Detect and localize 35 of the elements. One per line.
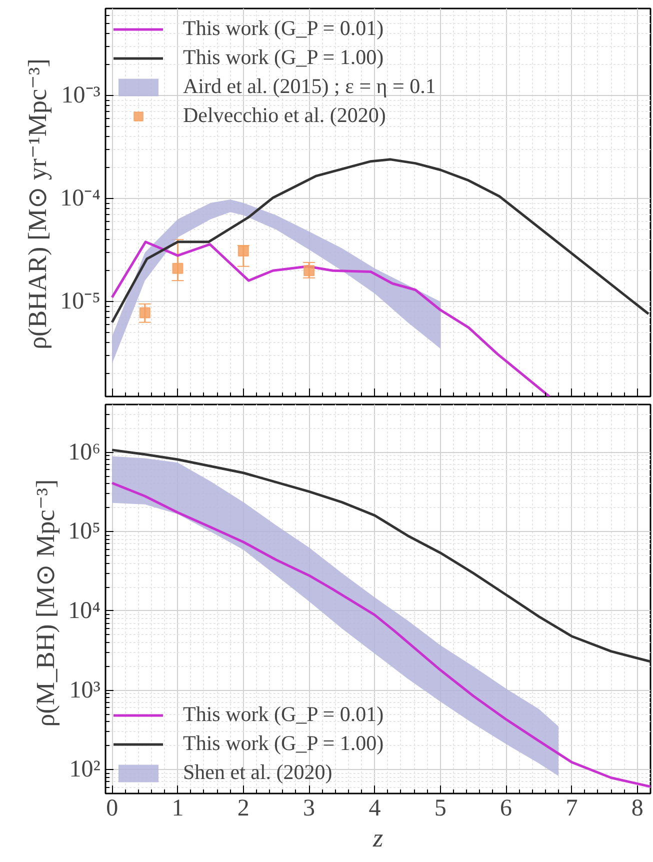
legend-label: This work (G_P = 1.00) xyxy=(183,731,384,756)
y-tick-label: 10⁴ xyxy=(68,598,101,624)
line-series xyxy=(110,240,551,396)
y-axis-title: ρ(BHAR) [M⊙ yr⁻¹Mpc⁻³] xyxy=(23,58,52,350)
y-tick-label: 10³ xyxy=(69,677,101,704)
x-tick-label: 7 xyxy=(566,796,578,822)
x-tick-label: 1 xyxy=(172,796,184,822)
x-tick-label: 0 xyxy=(106,796,118,822)
point xyxy=(172,262,184,274)
legend-label: Delvecchio et al. (2020) xyxy=(183,103,386,128)
x-tick-label: 4 xyxy=(368,796,381,822)
x-tick-label: 3 xyxy=(303,796,316,822)
line-series xyxy=(110,448,650,663)
y-tick-label: 10⁻⁵ xyxy=(60,288,101,315)
y-tick-label: 10⁶ xyxy=(68,439,101,466)
line-series xyxy=(110,158,650,324)
point xyxy=(139,307,150,318)
point xyxy=(238,246,249,257)
legend-label: This work (G_P = 1.00) xyxy=(183,45,384,70)
legend-label: Aird et al. (2015) ; ε = η = 0.1 xyxy=(183,74,436,99)
y-tick-label: 10⁵ xyxy=(68,518,101,545)
y-tick-label: 10⁻³ xyxy=(61,82,101,109)
x-axis-title: z xyxy=(372,824,384,852)
legend-label: Shen et al. (2020) xyxy=(183,760,332,785)
legend-label: This work (G_P = 0.01) xyxy=(183,16,384,41)
x-tick-label: 6 xyxy=(500,796,512,822)
point xyxy=(304,265,315,276)
line-series xyxy=(110,482,650,788)
x-tick-label: 8 xyxy=(631,796,644,822)
legend-label: This work (G_P = 0.01) xyxy=(183,702,384,727)
y-tick-label: 10² xyxy=(69,756,101,783)
x-tick-label: 2 xyxy=(237,796,250,822)
x-tick-label: 5 xyxy=(434,796,446,822)
y-axis-title: ρ(M_BH) [M⊙ Mpc⁻³] xyxy=(31,479,60,727)
y-tick-label: 10⁻⁴ xyxy=(60,186,101,212)
